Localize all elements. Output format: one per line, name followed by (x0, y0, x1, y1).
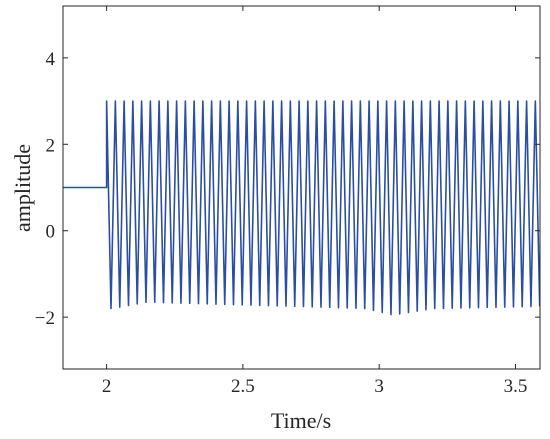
y-tick-label: 0 (46, 222, 56, 243)
y-tick-label: −2 (35, 308, 55, 329)
y-axis-title: amplitude (10, 144, 35, 232)
x-tick-label: 3 (374, 376, 384, 397)
series-layer (63, 100, 540, 316)
y-tick-label: 4 (46, 49, 56, 70)
x-axis-ticks: 2 2.5 3 3.5 (102, 6, 527, 397)
y-axis-ticks: −2 0 2 4 (35, 49, 540, 329)
x-tick-label: 2.5 (231, 376, 255, 397)
x-tick-label: 3.5 (504, 376, 528, 397)
x-tick-label: 2 (102, 376, 112, 397)
axes-box (62, 5, 541, 370)
series-line (63, 100, 540, 316)
y-tick-label: 2 (46, 135, 56, 156)
x-axis-title: Time/s (271, 408, 331, 433)
